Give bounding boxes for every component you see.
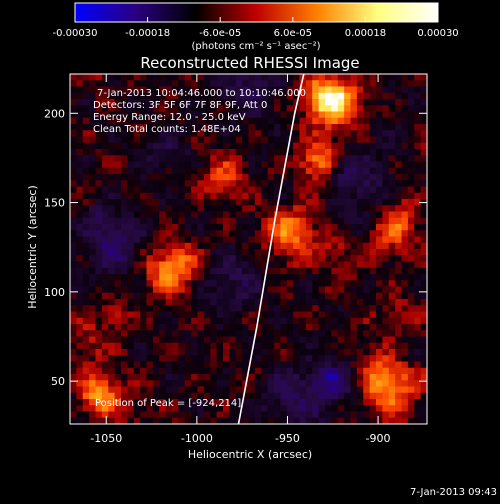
colorbar: -0.00030 -0.00018 -6.0e-05 6.0e-05 0.00018 0.… — [53, 2, 459, 52]
detectors-text: Detectors: 3F 5F 6F 7F 8F 9F, Att 0 — [93, 100, 267, 111]
x-tick-label: -950 — [275, 432, 300, 445]
colorbar-units: (photons cm⁻² s⁻¹ asec⁻²) — [191, 41, 320, 52]
y-tick-label: 200 — [44, 107, 65, 120]
colorbar-tick-label: -6.0e-05 — [199, 28, 241, 39]
chart-title: Reconstructed RHESSI Image — [140, 54, 359, 72]
footer-timestamp: 7-Jan-2013 09:43 — [410, 487, 497, 498]
solar-limb-line — [237, 73, 305, 425]
annotation-block: 7-Jan-2013 10:04:46.000 to 10:10:46.000 … — [93, 88, 306, 409]
colorbar-tick-label: 0.00030 — [417, 28, 458, 39]
x-tick-label: -1050 — [90, 432, 122, 445]
algorithm-text: Clean Total counts: 1.48E+04 — [93, 124, 241, 135]
y-tick-label: 150 — [44, 197, 65, 210]
x-tick-label: -1000 — [181, 432, 213, 445]
time-range-text: 7-Jan-2013 10:04:46.000 to 10:10:46.000 — [97, 88, 306, 99]
colorbar-ticks: -0.00030 -0.00018 -6.0e-05 6.0e-05 0.00018 0.… — [53, 17, 459, 39]
axis-ticks: -1050 -1000 -950 -900 50 100 150 200 — [44, 74, 427, 445]
colorbar-tick-label: 6.0e-05 — [274, 28, 312, 39]
y-tick-label: 50 — [51, 375, 65, 388]
colorbar-tick-label: 0.00018 — [345, 28, 386, 39]
x-tick-label: -900 — [366, 432, 391, 445]
colorbar-tick-label: -0.00030 — [53, 28, 98, 39]
y-tick-label: 100 — [44, 286, 65, 299]
energy-range-text: Energy Range: 12.0 - 25.0 keV — [93, 112, 246, 123]
x-axis-label: Heliocentric X (arcsec) — [188, 448, 312, 461]
plot-frame — [69, 73, 428, 425]
peak-position-text: Position of Peak = [-924,214] — [95, 398, 241, 409]
colorbar-gradient — [74, 2, 439, 23]
colorbar-tick-label: -0.00018 — [125, 28, 170, 39]
y-axis-label: Heliocentric Y (arcsec) — [26, 185, 39, 309]
heatmap-image — [70, 74, 427, 424]
